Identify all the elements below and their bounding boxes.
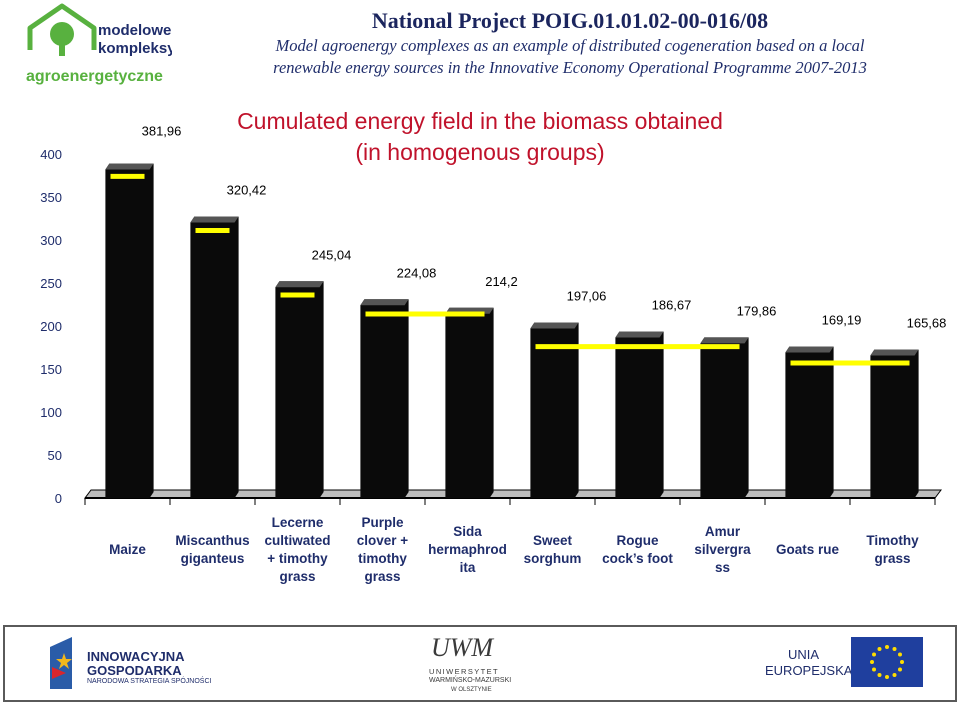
category-label: grass	[364, 569, 400, 584]
category-label: + timothy	[267, 551, 328, 566]
logo2-line-3: WARMIŃSKO-MAZURSKI	[429, 677, 512, 684]
eu-star-icon	[897, 652, 902, 657]
eu-star-icon	[892, 672, 897, 677]
bar	[190, 216, 239, 499]
eu-star-icon	[877, 647, 882, 652]
category-label: clover +	[357, 533, 409, 548]
eu-star-icon	[885, 645, 889, 649]
eu-star-icon	[897, 667, 902, 672]
bar-chart: Cumulated energy field in the biomass ob…	[40, 108, 947, 584]
bar	[785, 346, 834, 498]
category-label: Timothy	[866, 533, 919, 548]
logo-text-1: modelowe	[98, 22, 171, 39]
data-label: 165,68	[907, 316, 947, 331]
category-label: cultiwated	[264, 533, 330, 548]
bar-top	[870, 349, 919, 356]
category-label: grass	[279, 569, 315, 584]
footer-logos: INNOWACYJNA GOSPODARKA NARODOWA STRATEGI…	[3, 625, 957, 702]
eu-star-icon	[877, 672, 882, 677]
category-label: Lecerne	[272, 515, 324, 530]
bar	[530, 322, 579, 498]
data-label: 179,86	[737, 303, 777, 318]
logo3-line-1: UNIA	[788, 647, 820, 662]
y-tick-label: 150	[40, 362, 62, 377]
bar	[700, 337, 749, 498]
eu-star-icon	[892, 647, 897, 652]
house-icon	[27, 3, 97, 50]
bar-top	[700, 337, 749, 344]
data-label: 320,42	[227, 182, 267, 197]
category-label: Rogue	[617, 533, 659, 548]
y-tick-label: 200	[40, 319, 62, 334]
y-tick-label: 250	[40, 276, 62, 291]
logo3-line-2: EUROPEJSKA	[765, 663, 853, 678]
category-label: Sida	[453, 524, 482, 539]
category-label: cock’s foot	[602, 551, 673, 566]
project-subtitle-line-2: renewable energy sources in the Innovati…	[273, 58, 867, 77]
category-label: Miscanthus	[175, 533, 249, 548]
data-label: 169,19	[822, 312, 862, 327]
category-label: sorghum	[524, 551, 582, 566]
category-label: hermaphrod	[428, 542, 507, 557]
project-logo: modelowe kompleksy agroenergetyczne	[26, 3, 172, 85]
eu-star-icon	[885, 675, 889, 679]
y-tick-label: 350	[40, 190, 62, 205]
category-label: ita	[460, 560, 476, 575]
data-label: 197,06	[567, 289, 607, 304]
bar	[275, 281, 324, 498]
chart-title-line-2: (in homogenous groups)	[355, 139, 604, 165]
logo1-line-3: NARODOWA STRATEGIA SPÓJNOŚCI	[87, 678, 212, 685]
category-label: silvergra	[694, 542, 751, 557]
project-title: National Project POIG.01.01.02-00-016/08	[371, 8, 769, 33]
bar-top	[360, 299, 409, 306]
category-label: ss	[715, 560, 730, 575]
category-label: Purple	[361, 515, 404, 530]
bar-top	[615, 331, 664, 338]
data-label: 381,96	[142, 124, 182, 139]
eu-flag	[851, 637, 923, 687]
logo-text-2: kompleksy	[98, 40, 172, 57]
bar-top	[530, 322, 579, 329]
bar-top	[105, 163, 154, 170]
y-tick-label: 0	[55, 491, 62, 506]
category-label: Goats rue	[776, 542, 840, 557]
bar-top	[275, 281, 324, 288]
y-tick-label: 300	[40, 233, 62, 248]
y-tick-label: 50	[48, 448, 62, 463]
category-label: timothy	[358, 551, 407, 566]
logo1-line-1: INNOWACYJNA	[87, 649, 185, 664]
star-icon	[56, 653, 72, 669]
chart-title-line-1: Cumulated energy field in the biomass ob…	[237, 108, 723, 134]
bar	[615, 331, 664, 498]
bar	[445, 307, 494, 498]
data-label: 245,04	[312, 247, 352, 262]
bar	[360, 299, 409, 498]
category-label: Amur	[705, 524, 741, 539]
logo2-line-4: W OLSZTYNIE	[451, 687, 492, 693]
y-tick-label: 400	[40, 147, 62, 162]
data-label: 214,2	[485, 274, 518, 289]
category-label: giganteus	[181, 551, 245, 566]
category-label: Maize	[109, 542, 146, 557]
y-tick-label: 100	[40, 405, 62, 420]
eu-star-icon	[870, 660, 874, 664]
innovative-economy-logo	[50, 637, 72, 689]
eu-star-icon	[872, 667, 877, 672]
eu-star-icon	[900, 660, 904, 664]
logo2-line-1: UWM	[431, 633, 494, 662]
bar	[870, 349, 919, 498]
eu-star-icon	[872, 652, 877, 657]
bar-top	[190, 216, 239, 223]
tree-icon	[50, 22, 74, 46]
data-label: 186,67	[652, 297, 692, 312]
bar	[105, 163, 154, 498]
data-label: 224,08	[397, 265, 437, 280]
bar-top	[785, 346, 834, 353]
category-label: grass	[874, 551, 910, 566]
logo-text-3: agroenergetyczne	[26, 68, 163, 85]
logo2-line-2: UNIWERSYTET	[429, 667, 499, 676]
category-label: Sweet	[533, 533, 573, 548]
project-subtitle-line-1: Model agroenergy complexes as an example…	[275, 36, 865, 55]
logo1-line-2: GOSPODARKA	[87, 663, 182, 678]
